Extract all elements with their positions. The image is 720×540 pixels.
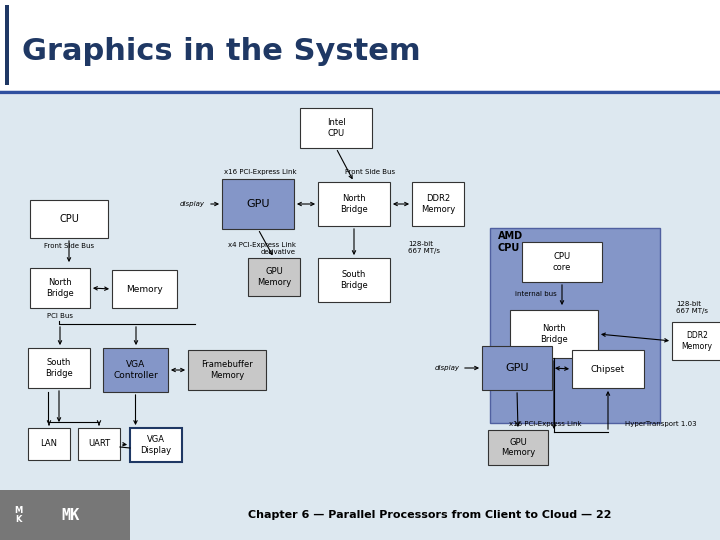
Text: North
Bridge: North Bridge (340, 194, 368, 214)
Text: CPU
core: CPU core (553, 252, 571, 272)
Text: GPU: GPU (246, 199, 270, 209)
Bar (28, 348, 90, 388)
Bar (0, 0, 720, 95)
Bar (28, 428, 70, 460)
Text: display: display (180, 201, 205, 207)
Bar (188, 350, 266, 390)
Text: x16 PCI-Express Link: x16 PCI-Express Link (509, 421, 581, 427)
Text: PCI Bus: PCI Bus (47, 313, 73, 319)
Bar (318, 182, 390, 226)
Bar (510, 310, 598, 358)
Bar (30, 200, 108, 238)
Text: UART: UART (88, 440, 110, 449)
Text: 128-bit
667 MT/s: 128-bit 667 MT/s (676, 301, 708, 314)
Bar (30, 268, 90, 308)
Text: HyperTransport 1.03: HyperTransport 1.03 (625, 421, 697, 427)
Text: Chipset: Chipset (591, 364, 625, 374)
Text: AMD
CPU: AMD CPU (498, 231, 523, 253)
Text: CPU: CPU (59, 214, 79, 224)
Bar (318, 258, 390, 302)
Bar (78, 428, 120, 460)
Bar (412, 182, 464, 226)
Bar (248, 258, 300, 296)
Text: VGA
Controller: VGA Controller (113, 360, 158, 380)
Text: Memory: Memory (126, 285, 163, 294)
Text: Front Side Bus: Front Side Bus (44, 243, 94, 249)
Bar (5, 5, 9, 85)
Text: Chapter 6 — Parallel Processors from Client to Cloud — 22: Chapter 6 — Parallel Processors from Cli… (248, 510, 612, 520)
Bar (0, 490, 130, 540)
Text: x4 PCI-Express Link
derivative: x4 PCI-Express Link derivative (228, 241, 296, 254)
Text: Graphics in the System: Graphics in the System (22, 37, 420, 66)
Bar (672, 322, 720, 360)
Text: Framebuffer
Memory: Framebuffer Memory (201, 360, 253, 380)
Text: internal bus: internal bus (515, 291, 557, 297)
Text: North
Bridge: North Bridge (46, 278, 74, 298)
Bar (112, 270, 177, 308)
Text: GPU
Memory: GPU Memory (257, 267, 291, 287)
Text: GPU
Memory: GPU Memory (501, 438, 535, 457)
Text: display: display (435, 365, 460, 371)
Text: GPU: GPU (505, 363, 528, 373)
Text: x16 PCI-Express Link: x16 PCI-Express Link (224, 169, 297, 175)
Bar (490, 228, 660, 423)
Bar (103, 348, 168, 392)
Text: LAN: LAN (40, 440, 58, 449)
Text: DDR2
Memory: DDR2 Memory (682, 332, 713, 350)
Bar (222, 179, 294, 229)
Bar (522, 242, 602, 282)
Bar (488, 430, 548, 465)
Text: VGA
Display: VGA Display (140, 435, 171, 455)
Text: Front Side Bus: Front Side Bus (345, 169, 395, 175)
Bar (0, 95, 720, 490)
Text: 128-bit
667 MT/s: 128-bit 667 MT/s (408, 241, 440, 254)
Text: South
Bridge: South Bridge (45, 359, 73, 377)
Bar (300, 108, 372, 148)
Bar (572, 350, 644, 388)
Text: M
K: M K (14, 506, 22, 524)
Bar (130, 428, 182, 462)
Bar (482, 346, 552, 390)
Text: South
Bridge: South Bridge (340, 271, 368, 289)
Text: DDR2
Memory: DDR2 Memory (421, 194, 455, 214)
Text: Intel
CPU: Intel CPU (327, 118, 346, 138)
Text: MK: MK (61, 508, 79, 523)
Text: North
Bridge: North Bridge (540, 325, 568, 343)
